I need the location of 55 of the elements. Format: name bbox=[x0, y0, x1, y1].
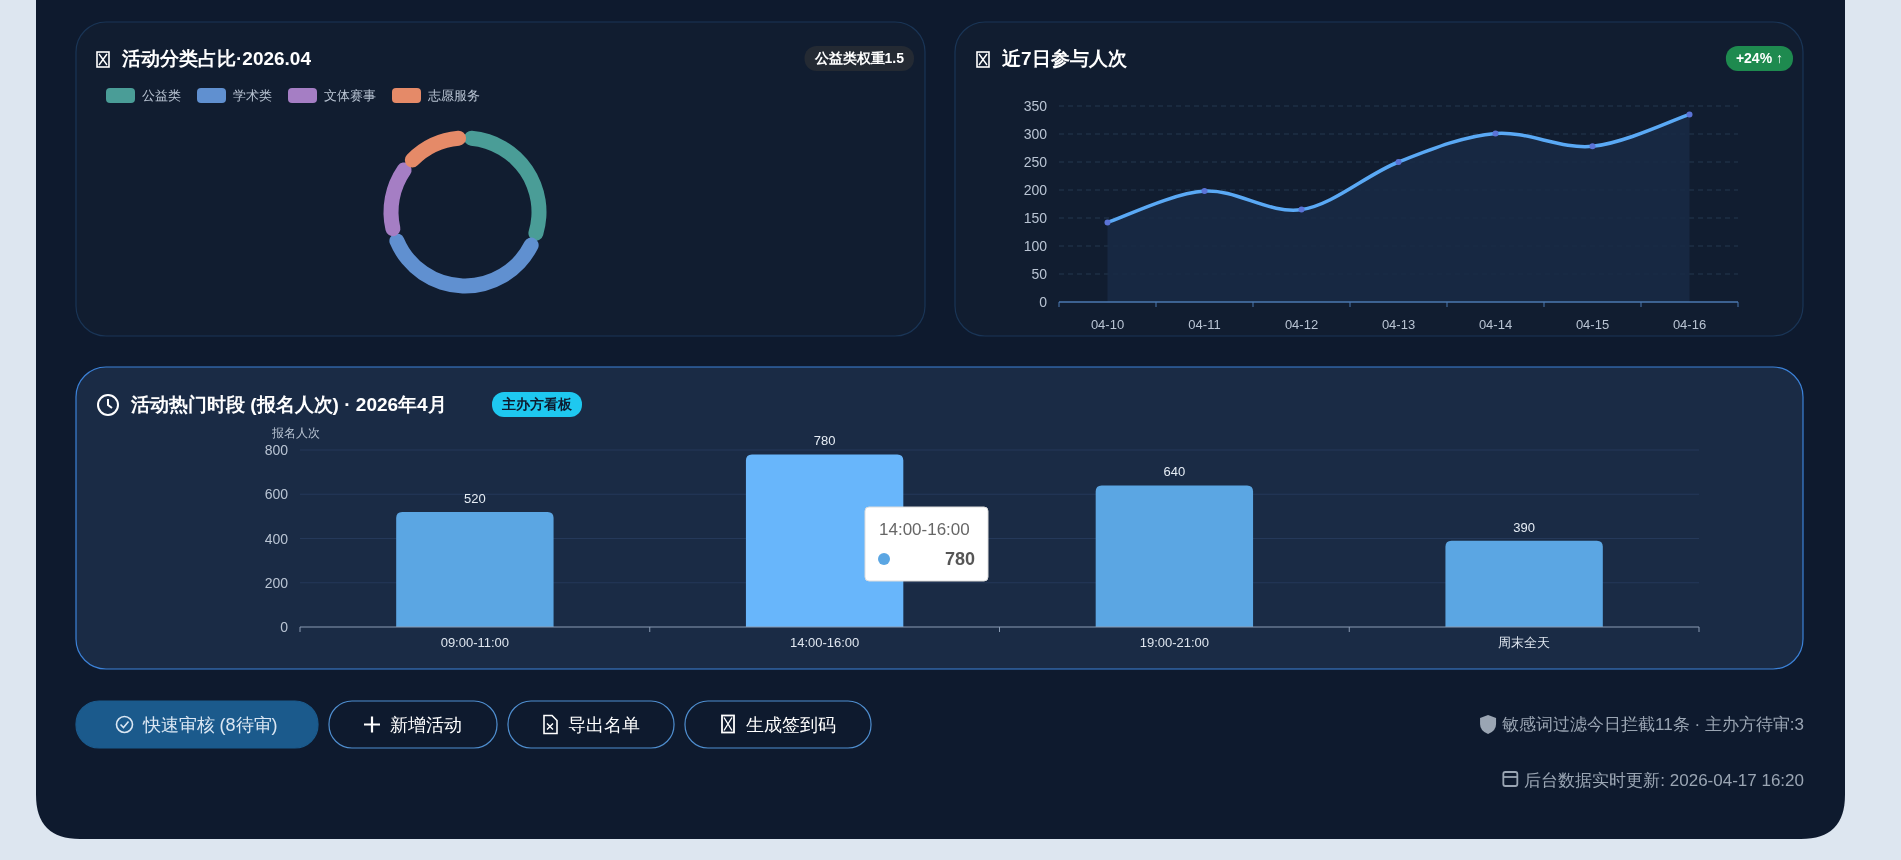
data-label: 780 bbox=[813, 433, 836, 449]
x-tick-label: 04-14 bbox=[1478, 317, 1513, 332]
legend-label: 文体赛事 bbox=[324, 88, 376, 103]
donut-slice bbox=[463, 130, 547, 241]
x-tick-label: 04-11 bbox=[1188, 317, 1221, 332]
text: 后台数据实时更新: 2026-04-17 16:20 bbox=[1524, 771, 1804, 790]
x-tick-label: 04-15 bbox=[1575, 317, 1610, 332]
text: 敏感词过滤今日拦截11条 · 主办方待审:3 bbox=[1502, 715, 1804, 734]
bar bbox=[1095, 485, 1254, 627]
data-label: 520 bbox=[464, 490, 486, 506]
x-tick-label: 04-13 bbox=[1381, 317, 1416, 332]
x-tick-label: 14:00-16:00 bbox=[789, 635, 860, 650]
y-tick-label: 0 bbox=[280, 619, 289, 635]
data-label: 640 bbox=[1163, 464, 1186, 480]
chart-title: 近7日参与人次 bbox=[1001, 48, 1128, 69]
data-label: 390 bbox=[1513, 519, 1535, 535]
y-axis-title: 报名人次 bbox=[271, 426, 320, 440]
donut-slice bbox=[383, 162, 412, 237]
text: 公益类权重1.5 bbox=[813, 50, 905, 66]
y-tick-label: 100 bbox=[1023, 238, 1048, 254]
y-tick-label: 400 bbox=[264, 530, 289, 547]
y-tick-label: 50 bbox=[1031, 266, 1048, 282]
donut-slice bbox=[404, 130, 467, 168]
y-tick-label: 600 bbox=[264, 486, 289, 503]
text: +24% ↑ bbox=[1735, 50, 1783, 66]
text: 生成签到码 bbox=[746, 715, 836, 735]
x-tick-label: 04-10 bbox=[1090, 317, 1125, 332]
legend-label: 学术类 bbox=[233, 88, 272, 103]
x-tick-label: 09:00-11:00 bbox=[440, 635, 510, 650]
text: 新增活动 bbox=[390, 715, 462, 735]
x-tick-label: 19:00-21:00 bbox=[1139, 635, 1210, 650]
legend-label: 志愿服务 bbox=[428, 88, 480, 103]
bar bbox=[1445, 540, 1603, 627]
chart-title: 活动分类占比·2026.04 bbox=[121, 48, 312, 69]
legend-label: 公益类 bbox=[142, 88, 181, 103]
annotation: 780 bbox=[944, 549, 975, 569]
text: 快速审核 (8待审) bbox=[141, 715, 278, 735]
y-tick-label: 800 bbox=[264, 442, 289, 458]
tooltip: 14:00-16:00 780 bbox=[864, 506, 989, 582]
bar bbox=[396, 511, 554, 627]
text: 主办方看板 bbox=[501, 396, 573, 412]
x-tick-label: 04-16 bbox=[1672, 317, 1707, 332]
y-tick-label: 250 bbox=[1023, 154, 1048, 170]
chart-title: 活动热门时段 (报名人次) · 2026年4月 bbox=[130, 394, 447, 415]
y-tick-label: 300 bbox=[1023, 126, 1048, 142]
x-tick-label: 周末全天 bbox=[1498, 635, 1551, 650]
y-tick-label: 150 bbox=[1023, 210, 1048, 226]
x-tick-label: 04-12 bbox=[1284, 317, 1319, 332]
y-tick-label: 0 bbox=[1039, 294, 1048, 310]
y-tick-label: 200 bbox=[1023, 182, 1048, 198]
y-tick-label: 200 bbox=[264, 574, 289, 591]
y-tick-label: 350 bbox=[1023, 98, 1048, 114]
annotation: 14:00-16:00 bbox=[879, 520, 970, 539]
text: 导出名单 bbox=[568, 715, 640, 735]
donut-slice bbox=[389, 233, 539, 294]
